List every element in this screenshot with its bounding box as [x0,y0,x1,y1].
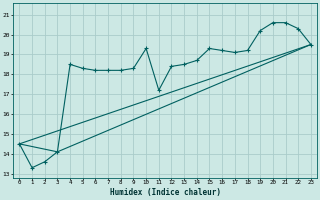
X-axis label: Humidex (Indice chaleur): Humidex (Indice chaleur) [110,188,220,197]
